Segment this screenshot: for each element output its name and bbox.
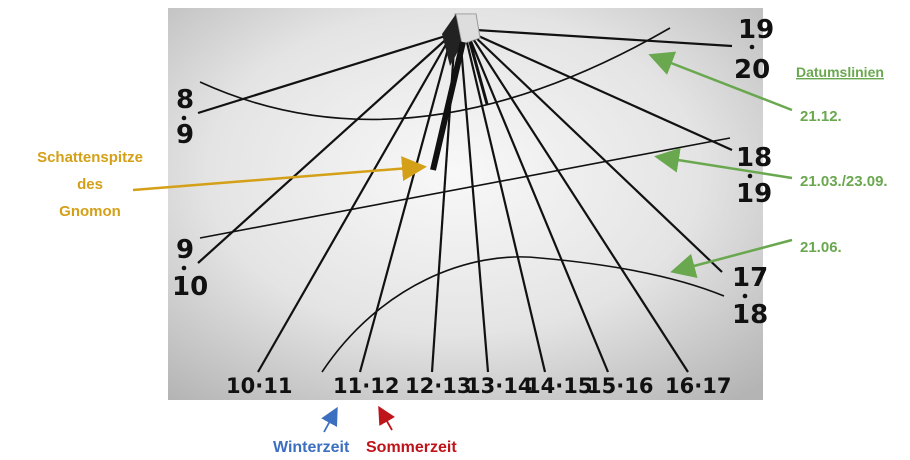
hour-line-15-16 [466, 33, 610, 373]
date-lines-title: Datumslinien [796, 64, 884, 80]
hour-label-13-14: 13·14 [466, 374, 532, 398]
hour-line-9-10 [197, 33, 453, 264]
date-line-summer-solstice [321, 256, 725, 373]
hour-label-10-11: 10·11 [226, 374, 292, 398]
hour-label-dot [747, 173, 753, 179]
hour-label-10: 10 [172, 272, 208, 302]
hour-label-11-12: 11·12 [333, 374, 399, 398]
bottom-hour-labels: 10·11 11·12 12·13 13·14 14·15 15·16 16·1… [226, 374, 731, 398]
date-label-summer-solstice: 21.06. [800, 239, 842, 256]
left-hour-labels: 8 9 9 10 [172, 85, 208, 302]
hour-line-16-17 [469, 33, 689, 373]
hour-label-19: 19 [738, 15, 774, 45]
date-label-equinox: 21.03./23.09. [800, 173, 888, 190]
hour-label-19b: 19 [736, 179, 772, 209]
right-hour-labels: 19 20 18 19 17 18 [732, 15, 774, 330]
hour-label-17: 17 [732, 263, 768, 293]
hour-label-14-15: 14·15 [526, 374, 592, 398]
hour-line-18-19 [473, 32, 733, 152]
gnomon-icon [430, 13, 489, 171]
hour-lines [197, 28, 733, 373]
date-lines-annotation: Datumslinien 21.12. 21.03./23.09. 21.06. [648, 51, 888, 278]
date-arrow-icon [654, 147, 793, 180]
winter-time-label: Winterzeit [273, 439, 350, 456]
hour-label-15-16: 15·16 [587, 374, 653, 398]
shadow-tip-annotation: Schattenspitze des Gnomon [37, 149, 427, 220]
hour-line-14-15 [463, 33, 547, 373]
summer-time-arrow-icon [378, 405, 395, 431]
hour-line-10-11 [257, 33, 453, 373]
shadow-tip-label-line-2: des [77, 176, 103, 193]
date-arrow-icon [670, 238, 793, 278]
time-annotation: Winterzeit Sommerzeit [273, 405, 457, 456]
hour-label-12-13: 12·13 [405, 374, 471, 398]
hour-label-9: 9 [176, 120, 194, 150]
shadow-tip-label-line-3: Gnomon [59, 203, 121, 220]
hour-label-9b: 9 [176, 235, 194, 265]
winter-time-arrow-icon [321, 406, 338, 433]
hour-line-19-20 [475, 28, 733, 48]
hour-line-13-14 [458, 33, 490, 373]
summer-time-label: Sommerzeit [366, 439, 457, 456]
hour-label-dot [749, 44, 755, 50]
shadow-tip-arrow-icon [132, 156, 427, 192]
date-line-equinox [199, 137, 731, 239]
hour-label-dot [181, 115, 187, 121]
date-line-winter-solstice [199, 27, 671, 121]
hour-label-20: 20 [734, 55, 770, 85]
hour-line-17-18 [471, 33, 723, 273]
hour-label-16-17: 16·17 [665, 374, 731, 398]
sundial-plate [168, 8, 763, 400]
hour-line-8-9 [197, 32, 453, 115]
date-lines [199, 27, 731, 373]
date-arrow-icon [648, 51, 793, 112]
hour-label-18b: 18 [732, 300, 768, 330]
hour-line-11-12 [358, 33, 454, 373]
hour-label-dot [742, 293, 748, 299]
hour-label-18: 18 [736, 143, 772, 173]
shadow-tip-label-line-1: Schattenspitze [37, 149, 143, 166]
date-label-winter-solstice: 21.12. [800, 108, 842, 125]
hour-label-8: 8 [176, 85, 194, 115]
hour-label-dot [181, 265, 187, 271]
